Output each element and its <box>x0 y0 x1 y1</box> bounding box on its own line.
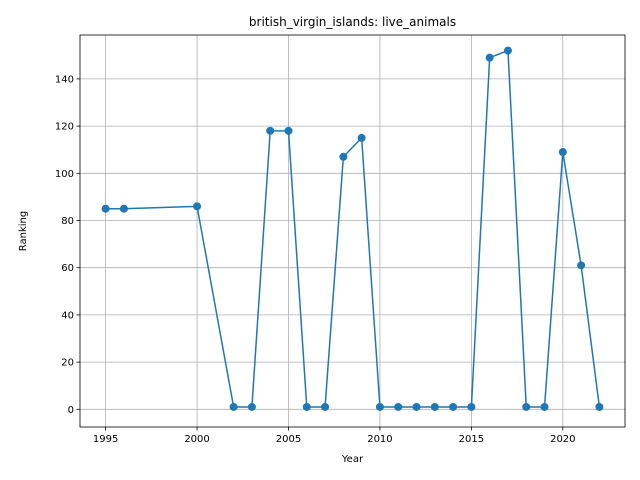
data-point <box>339 152 348 161</box>
data-point <box>449 402 458 411</box>
data-point <box>302 402 311 411</box>
x-tick-label: 2010 <box>367 434 392 445</box>
chart-title: british_virgin_islands: live_animals <box>249 15 456 29</box>
data-point <box>485 53 494 62</box>
x-tick-label: 2015 <box>459 434 484 445</box>
data-point <box>503 46 512 55</box>
x-axis-label: Year <box>341 454 364 465</box>
data-point <box>394 402 403 411</box>
data-point <box>375 402 384 411</box>
axis-ticks: 1995 2000 2005 2010 2015 2020 0 20 40 60 80 100 120 1… <box>55 74 576 445</box>
y-tick-label: 20 <box>61 358 74 369</box>
data-point <box>467 402 476 411</box>
data-point <box>321 402 330 411</box>
y-tick-label: 100 <box>55 169 74 180</box>
data-point <box>247 402 256 411</box>
y-tick-label: 80 <box>61 216 74 227</box>
data-point <box>577 261 586 270</box>
data-point <box>522 402 531 411</box>
data-point <box>558 148 567 157</box>
data-point <box>284 126 293 135</box>
data-point <box>229 402 238 411</box>
data-point <box>101 204 110 213</box>
series-layer <box>101 46 604 411</box>
y-tick-label: 140 <box>55 74 74 85</box>
x-tick-label: 2005 <box>276 434 301 445</box>
y-axis-label: Ranking <box>18 211 29 251</box>
plot-frame <box>79 34 626 428</box>
x-tick-label: 2000 <box>184 434 209 445</box>
grid-lines <box>80 35 625 427</box>
data-point <box>430 402 439 411</box>
data-point <box>357 133 366 142</box>
data-point <box>540 402 549 411</box>
y-tick-label: 60 <box>61 263 74 274</box>
y-tick-label: 40 <box>61 310 74 321</box>
data-point <box>119 204 128 213</box>
data-point <box>595 402 604 411</box>
data-point <box>412 402 421 411</box>
data-point <box>266 126 275 135</box>
y-tick-label: 120 <box>55 122 74 133</box>
x-tick-label: 1995 <box>93 434 118 445</box>
y-tick-label: 0 <box>68 405 74 416</box>
data-point <box>193 202 202 211</box>
x-tick-label: 2020 <box>550 434 575 445</box>
